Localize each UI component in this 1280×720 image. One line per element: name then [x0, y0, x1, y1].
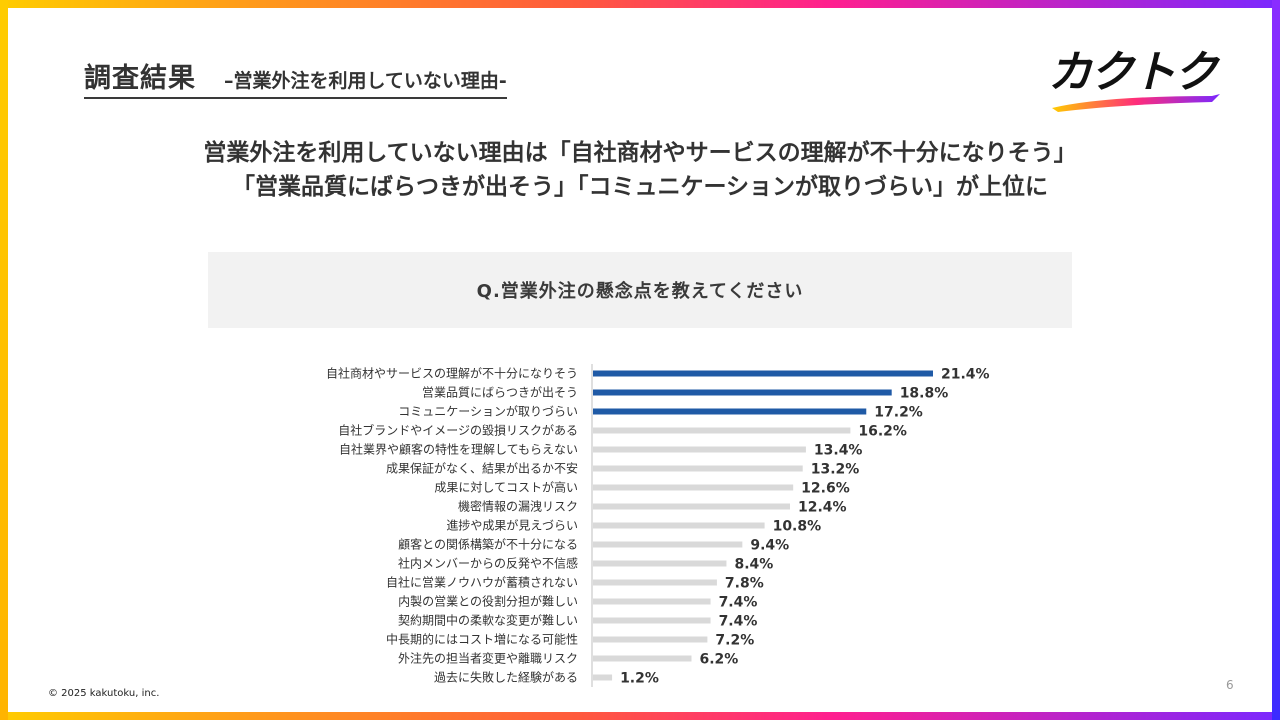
data-label: 12.6%	[801, 481, 850, 497]
data-label: 6.2%	[700, 652, 739, 668]
bar	[593, 541, 743, 548]
page-title: 調査結果 –営業外注を利用していない理由-	[84, 56, 507, 99]
bar	[593, 560, 727, 567]
data-label: 9.4%	[750, 538, 789, 554]
category-label: 社内メンバーからの反発や不信感	[398, 556, 578, 571]
question-box: Q.営業外注の懸念点を教えてください	[208, 252, 1072, 328]
data-label: 7.4%	[719, 614, 758, 630]
bar	[593, 389, 892, 396]
data-label: 17.2%	[874, 405, 923, 421]
bar	[593, 655, 692, 662]
data-label: 13.2%	[811, 462, 860, 478]
slide: 調査結果 –営業外注を利用していない理由- カクトク 営業外注を利用していない理由…	[8, 8, 1272, 712]
page-title-main: 調査結果	[84, 63, 196, 94]
data-label: 1.2%	[620, 671, 659, 687]
category-label: 自社に営業ノウハウが蓄積されない	[386, 575, 578, 590]
data-label: 8.4%	[734, 557, 773, 573]
category-label: 自社業界や顧客の特性を理解してもらえない	[339, 442, 578, 457]
data-label: 18.8%	[900, 386, 949, 402]
data-label: 16.2%	[858, 424, 907, 440]
bar	[593, 484, 794, 491]
category-label: 内製の営業との役割分担が難しい	[398, 594, 578, 609]
bar	[593, 465, 803, 472]
category-label: 営業品質にばらつきが出そう	[422, 385, 578, 400]
page-number: 6	[1226, 678, 1234, 692]
category-label: 進捗や成果が見えづらい	[446, 518, 578, 533]
brand-logo-text: カクトク	[1048, 47, 1218, 98]
copyright: © 2025 kakutoku, inc.	[48, 688, 160, 699]
data-label: 12.4%	[798, 500, 847, 516]
headline-line-1: 営業外注を利用していない理由は「自社商材やサービスの理解が不十分になりそう」	[203, 140, 1077, 166]
category-label: 成果に対してコストが高い	[434, 480, 578, 495]
data-label: 7.4%	[719, 595, 758, 611]
category-label: 契約期間中の柔軟な変更が難しい	[398, 613, 578, 628]
category-label: 機密情報の漏洩リスク	[458, 499, 578, 514]
data-label: 13.4%	[814, 443, 863, 459]
category-label: コミュニケーションが取りづらい	[398, 404, 578, 419]
frame-right	[1272, 0, 1280, 720]
bar	[593, 674, 613, 681]
category-label: 顧客との関係構築が不十分になる	[398, 537, 578, 552]
category-label: 自社商材やサービスの理解が不十分になりそう	[326, 366, 578, 381]
category-label: 外注先の担当者変更や離職リスク	[398, 651, 578, 666]
page-title-sub: –営業外注を利用していない理由-	[224, 70, 507, 92]
frame-bottom	[0, 712, 1280, 720]
frame-left	[0, 0, 8, 720]
bar	[593, 617, 711, 624]
frame-top	[0, 0, 1280, 8]
headline-line-2: 「営業品質にばらつきが出そう」「コミュニケーションが取りづらい」が上位に	[231, 174, 1049, 200]
headline: 営業外注を利用していない理由は「自社商材やサービスの理解が不十分になりそう」 「…	[8, 136, 1272, 204]
data-label: 7.2%	[715, 633, 754, 649]
data-label: 7.8%	[725, 576, 764, 592]
data-label: 10.8%	[773, 519, 822, 535]
logo-swoosh-icon	[1052, 94, 1220, 112]
bar-chart: 自社商材やサービスの理解が不十分になりそう 21.4% 営業品質にばらつきが出そう 1…	[326, 364, 990, 687]
bar	[593, 636, 708, 643]
bar	[593, 522, 765, 529]
bar	[593, 446, 806, 453]
category-label: 自社ブランドやイメージの毀損リスクがある	[338, 423, 578, 438]
category-label: 成果保証がなく、結果が出るか不安	[386, 461, 578, 476]
question-text: Q.営業外注の懸念点を教えてください	[476, 281, 804, 302]
category-label: 過去に失敗した経験がある	[434, 670, 578, 685]
bar	[593, 408, 867, 415]
brand-logo: カクトク	[1044, 34, 1230, 112]
bar	[593, 370, 933, 377]
bar	[593, 503, 791, 510]
bar	[593, 598, 711, 605]
data-label: 21.4%	[941, 367, 990, 383]
bar	[593, 579, 717, 586]
category-label: 中長期的にはコスト増になる可能性	[386, 632, 578, 647]
bar	[593, 427, 851, 434]
